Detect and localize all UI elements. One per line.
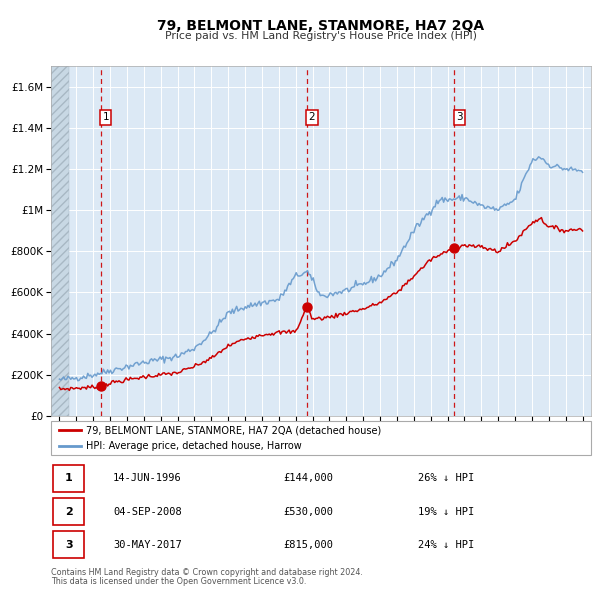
Text: This data is licensed under the Open Government Licence v3.0.: This data is licensed under the Open Gov… bbox=[51, 577, 307, 586]
Text: 2: 2 bbox=[308, 112, 316, 122]
Text: 26% ↓ HPI: 26% ↓ HPI bbox=[418, 474, 475, 483]
FancyBboxPatch shape bbox=[53, 466, 85, 491]
Text: 1: 1 bbox=[103, 112, 109, 122]
Text: 1: 1 bbox=[65, 474, 73, 483]
Text: Contains HM Land Registry data © Crown copyright and database right 2024.: Contains HM Land Registry data © Crown c… bbox=[51, 568, 363, 576]
FancyBboxPatch shape bbox=[53, 499, 85, 525]
FancyBboxPatch shape bbox=[53, 532, 85, 558]
Text: 3: 3 bbox=[65, 540, 73, 549]
Text: 04-SEP-2008: 04-SEP-2008 bbox=[113, 507, 182, 516]
Text: 30-MAY-2017: 30-MAY-2017 bbox=[113, 540, 182, 549]
Text: £530,000: £530,000 bbox=[283, 507, 333, 516]
Text: 14-JUN-1996: 14-JUN-1996 bbox=[113, 474, 182, 483]
FancyBboxPatch shape bbox=[51, 421, 591, 455]
Text: Price paid vs. HM Land Registry's House Price Index (HPI): Price paid vs. HM Land Registry's House … bbox=[165, 31, 477, 41]
Text: 24% ↓ HPI: 24% ↓ HPI bbox=[418, 540, 475, 549]
Text: HPI: Average price, detached house, Harrow: HPI: Average price, detached house, Harr… bbox=[86, 441, 302, 451]
Text: 19% ↓ HPI: 19% ↓ HPI bbox=[418, 507, 475, 516]
Text: 2: 2 bbox=[65, 507, 73, 516]
Text: 79, BELMONT LANE, STANMORE, HA7 2QA: 79, BELMONT LANE, STANMORE, HA7 2QA bbox=[157, 19, 485, 33]
Text: 79, BELMONT LANE, STANMORE, HA7 2QA (detached house): 79, BELMONT LANE, STANMORE, HA7 2QA (det… bbox=[86, 425, 382, 435]
Text: £144,000: £144,000 bbox=[283, 474, 333, 483]
Text: 3: 3 bbox=[456, 112, 463, 122]
Text: £815,000: £815,000 bbox=[283, 540, 333, 549]
